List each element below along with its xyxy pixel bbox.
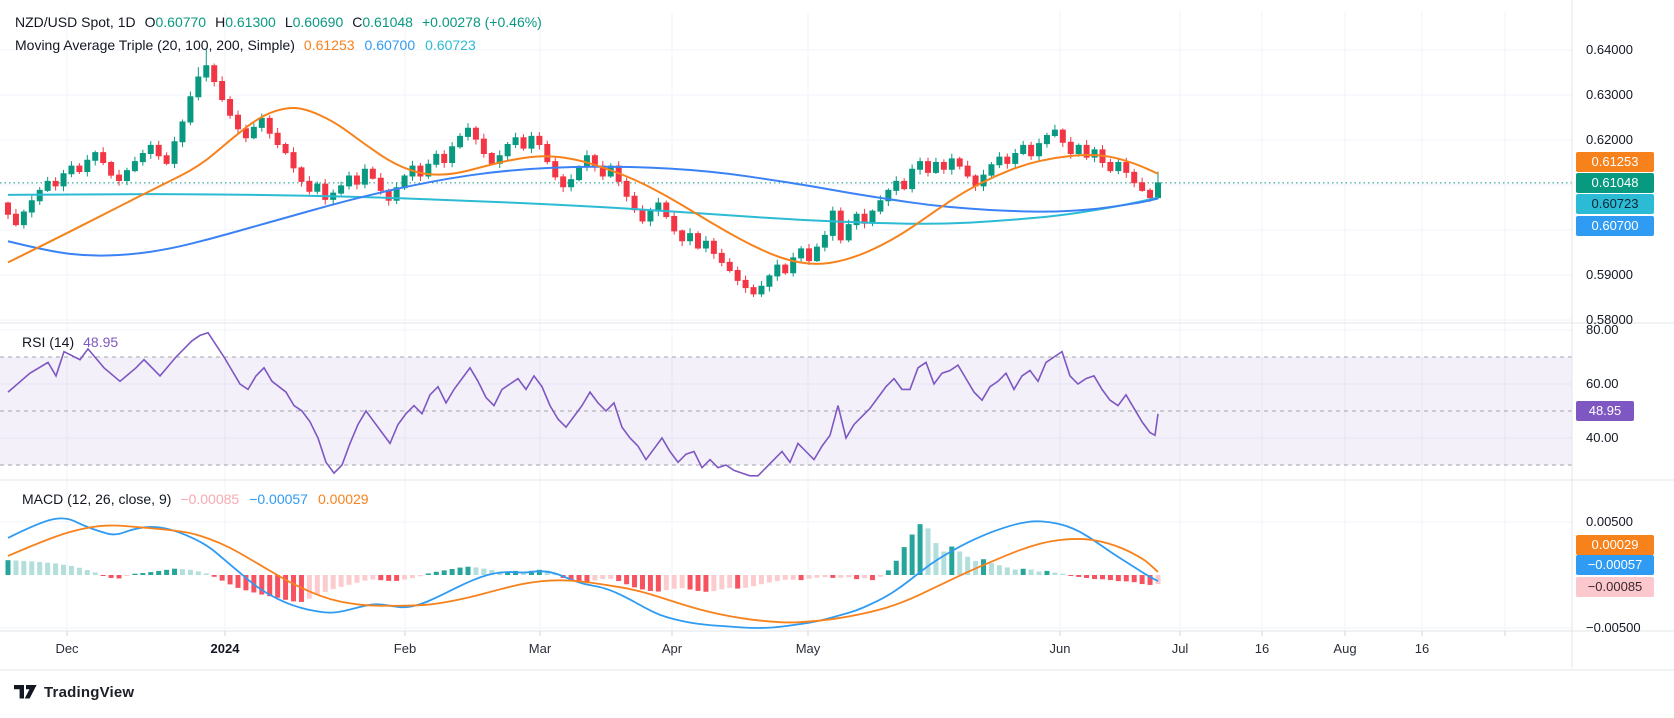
price-scale-tick: 0.62000 [1586, 132, 1633, 147]
rsi-indicator-legend[interactable]: RSI (14) 48.95 [22, 334, 118, 350]
tradingview-logo-icon [14, 684, 37, 698]
candles-up [20, 48, 1161, 297]
price-scale-tick: 0.63000 [1586, 87, 1633, 102]
ma-indicator-legend[interactable]: Moving Average Triple (20, 100, 200, Sim… [15, 37, 486, 53]
time-axis-label: May [795, 641, 821, 656]
ohlc-key: H [215, 14, 226, 30]
tradingview-brand-link[interactable]: TradingView [14, 684, 134, 701]
macd-signal-line [7, 524, 1159, 624]
macd-indicator-values: −0.00085 −0.00057 0.00029 [180, 491, 378, 507]
rsi-scale-label: 48.95 [1576, 401, 1634, 421]
macd-indicator-label: MACD (12, 26, close, 9) [22, 491, 172, 507]
change-value: +0.00278 (+0.46%) [421, 14, 542, 30]
macd-scale-label: 0.00029 [1576, 535, 1654, 555]
symbol-title[interactable]: NZD/USD Spot, 1D [15, 14, 136, 30]
rsi-line [7, 331, 1159, 477]
rsi-scale-tick: 80.00 [1586, 322, 1619, 337]
macd-value: −0.00085 [180, 491, 240, 507]
time-axis-label: Feb [393, 641, 417, 656]
macd-scale-label: −0.00057 [1576, 555, 1654, 575]
rsi-scale-tick: 60.00 [1586, 376, 1619, 391]
ohlc-value: 0.61300 [225, 14, 276, 30]
macd-value: 0.00029 [317, 491, 369, 507]
ma-value: 0.60723 [425, 37, 476, 53]
price-scale-label: 0.61253 [1576, 152, 1654, 172]
ohlc-key: L [284, 14, 293, 30]
price-scale-label: 0.60723 [1576, 194, 1654, 214]
price-scale-label: 0.60700 [1576, 216, 1654, 236]
ohlc-key: O [144, 14, 156, 30]
macd-scale-tick: −0.00500 [1586, 620, 1641, 635]
time-axis-label: 16 [1414, 641, 1430, 656]
price-scale-tick: 0.59000 [1586, 267, 1633, 282]
ma100-line [7, 165, 1159, 257]
macd-indicator-legend[interactable]: MACD (12, 26, close, 9) −0.00085 −0.00057 0… [22, 491, 379, 507]
ma20-line [7, 107, 1159, 265]
time-axis-label: 16 [1254, 641, 1270, 656]
price-scale-tick: 0.58000 [1586, 312, 1633, 327]
ma-value: 0.61253 [303, 37, 355, 53]
time-axis-label: Jul [1171, 641, 1189, 656]
symbol-legend[interactable]: NZD/USD Spot, 1D O0.60770 H0.61300 L0.60690… [15, 14, 542, 30]
time-axis-label: Apr [661, 641, 683, 656]
ma-indicator-values: 0.61253 0.60700 0.60723 [304, 37, 486, 53]
time-axis-label: Mar [528, 641, 552, 656]
time-axis-label: Dec [55, 641, 79, 656]
macd-scale-label: −0.00085 [1576, 577, 1654, 597]
time-axis-label: Jun [1049, 641, 1071, 656]
price-scale-tick: 0.64000 [1586, 42, 1633, 57]
time-axis-label: 2024 [210, 641, 240, 656]
ma-value: 0.60700 [364, 37, 416, 53]
ohlc-value: 0.60770 [155, 14, 207, 30]
ma-indicator-label: Moving Average Triple (20, 100, 200, Sim… [15, 37, 295, 53]
macd-value: −0.00057 [249, 491, 308, 507]
ohlc-values: O0.60770 H0.61300 L0.60690 C0.61048 +0.00278… [145, 14, 542, 30]
tradingview-brand-text: TradingView [44, 684, 135, 701]
ohlc-key: C [352, 14, 363, 30]
rsi-indicator-value: 48.95 [83, 334, 119, 350]
ohlc-value: 0.61048 [362, 14, 413, 30]
ma200-line [7, 193, 1159, 225]
time-axis-label: Aug [1333, 641, 1357, 656]
price-scale-label: 0.61048 [1576, 173, 1654, 193]
macd-line [7, 517, 1159, 629]
macd-scale-tick: 0.00500 [1586, 514, 1633, 529]
rsi-indicator-label: RSI (14) [22, 334, 75, 350]
rsi-scale-tick: 40.00 [1586, 430, 1619, 445]
ohlc-value: 0.60690 [292, 14, 344, 30]
